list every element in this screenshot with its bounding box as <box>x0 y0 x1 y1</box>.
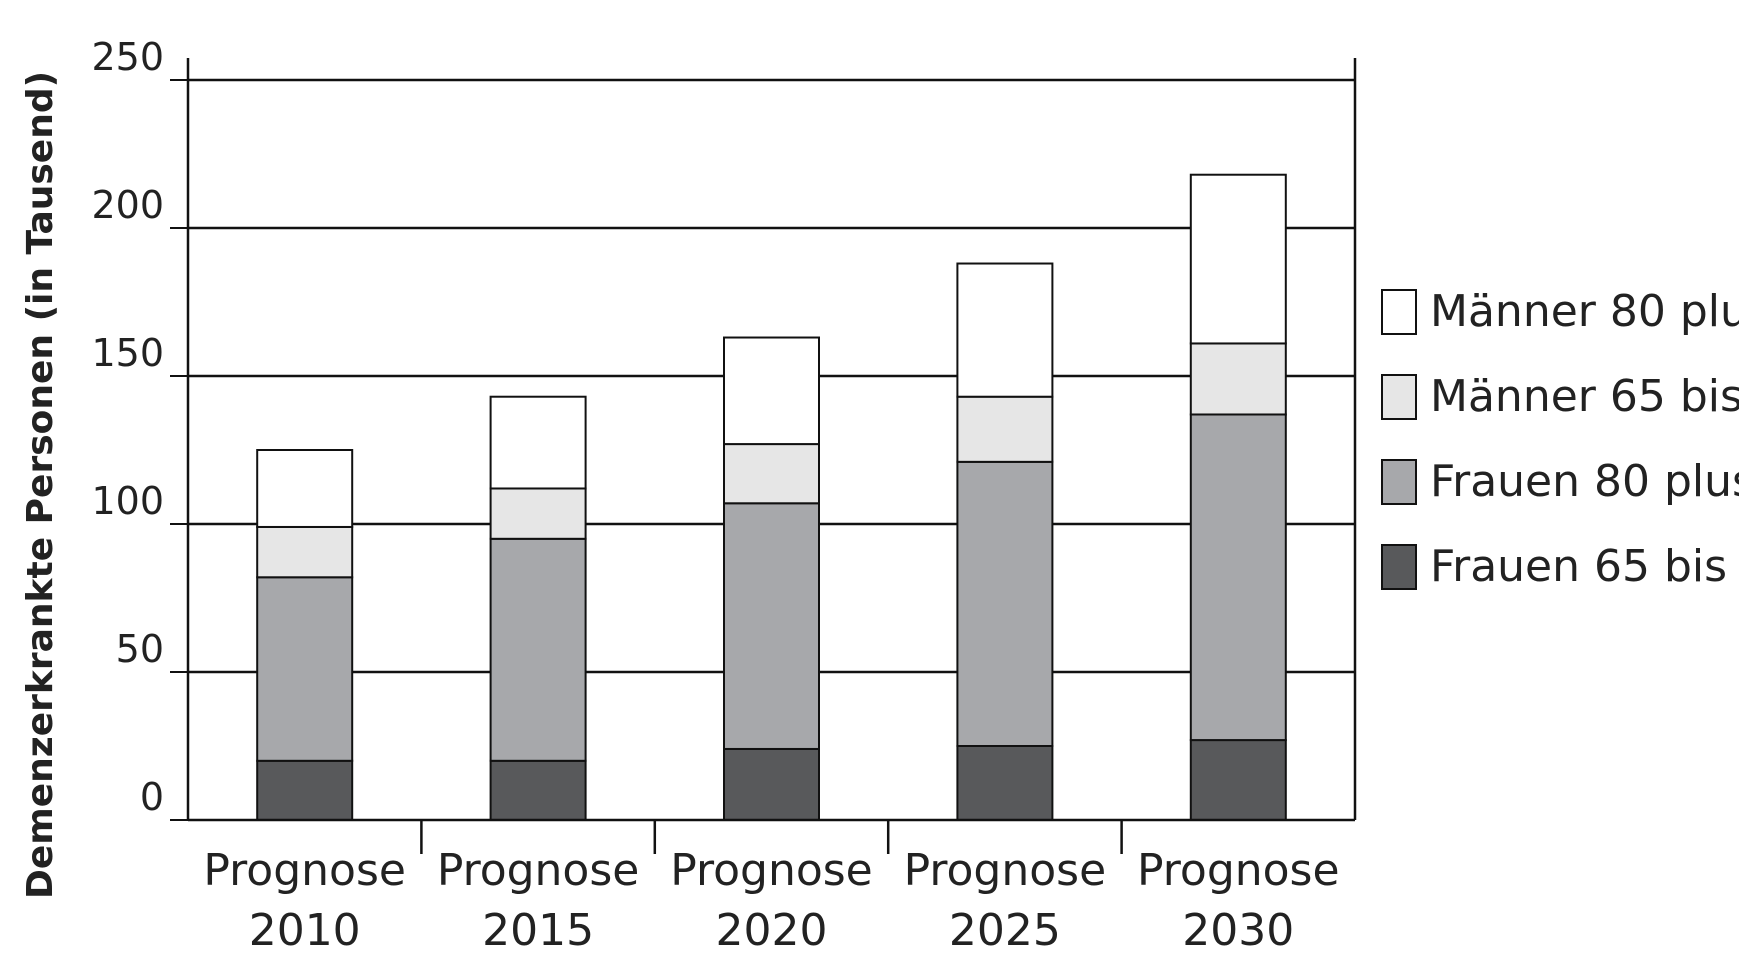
bar-segment <box>489 759 587 821</box>
x-tick-label: 2015 <box>482 905 594 956</box>
bar-segment <box>956 395 1054 463</box>
bar-segment <box>256 759 354 821</box>
legend: Männer 80 plus Männer 65 bis 79 Frauen 80 … <box>1381 286 1739 592</box>
y-tick-label: 200 <box>91 183 164 227</box>
y-tick-labels: 0 50 100 150 200 250 <box>91 35 164 819</box>
y-tick-label: 100 <box>91 479 164 523</box>
bar-segment <box>956 262 1054 398</box>
bar-segment <box>256 449 354 528</box>
bar-segment <box>489 395 587 490</box>
legend-label: Frauen 80 plus <box>1430 456 1739 507</box>
x-tick-label: Prognose <box>904 845 1107 896</box>
legend-swatch <box>1381 374 1417 420</box>
y-tick-label: 150 <box>91 331 164 375</box>
x-tick-label: Prognose <box>203 845 406 896</box>
bar-segment <box>489 487 587 540</box>
bar-segment <box>956 745 1054 821</box>
bar-segment <box>1189 413 1287 742</box>
bar-segment <box>1189 739 1287 822</box>
legend-label: Männer 65 bis 79 <box>1430 371 1739 422</box>
x-tick-label: 2010 <box>249 905 361 956</box>
axes <box>170 58 1357 854</box>
x-tick-label: Prognose <box>437 845 640 896</box>
bar-segment <box>489 537 587 762</box>
bar-segment <box>723 502 820 750</box>
x-tick-label: 2025 <box>949 905 1061 956</box>
legend-swatch <box>1381 459 1417 505</box>
bar-segment <box>256 525 354 579</box>
y-tick-label: 250 <box>91 35 164 79</box>
x-tick-label: Prognose <box>1137 845 1340 896</box>
y-tick-label: 50 <box>116 627 164 671</box>
bar-segment <box>1189 342 1287 416</box>
legend-label: Frauen 65 bis 79 <box>1430 541 1739 592</box>
legend-label: Männer 80 plus <box>1430 286 1739 337</box>
bar-segment <box>256 576 354 762</box>
bar-segment <box>723 443 820 505</box>
legend-swatch <box>1381 544 1417 590</box>
x-tick-label: 2020 <box>716 905 828 956</box>
x-tick-label: Prognose <box>670 845 873 896</box>
x-tick-labels: Prognose 2010 Prognose 2015 Prognose 2020 Prog… <box>203 845 1339 956</box>
bar-segment <box>956 460 1054 747</box>
x-tick-label: 2030 <box>1182 905 1294 956</box>
bar-segment <box>1189 173 1287 345</box>
y-tick-label: 0 <box>140 775 164 819</box>
bar-segment <box>723 336 820 446</box>
legend-swatch <box>1381 289 1417 335</box>
bar-segment <box>723 747 820 822</box>
y-axis-label: Demenzerkrankte Personen (in Tausend) <box>20 71 61 899</box>
bars <box>256 173 1287 822</box>
